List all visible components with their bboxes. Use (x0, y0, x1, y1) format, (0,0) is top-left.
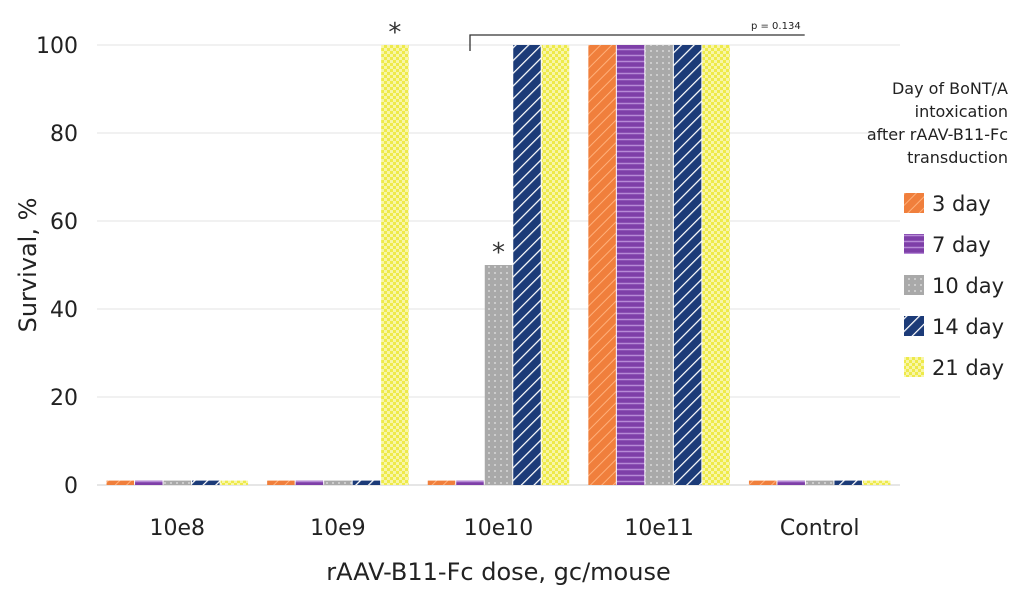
legend-swatch-3-day (904, 193, 924, 213)
axis-labels: 0 20 40 60 80 100 10e8 10e9 10e10 10e11 Control rAA… (14, 34, 859, 586)
legend: Day of BoNT/A intoxication after rAAV-B11-… (867, 79, 1008, 380)
bar-10e9-7-day (295, 480, 324, 485)
bar-10e8-7-day (135, 480, 163, 485)
bar-10e9-3-day (267, 480, 295, 485)
annotations: * * p = 0.134 (388, 18, 805, 268)
bar-10e11-21-day (702, 45, 730, 485)
bar-10e11-3-day (588, 45, 616, 485)
x-tick-label-10e11: 10e11 (624, 516, 694, 541)
legend-item-3-day: 3 day (904, 192, 991, 216)
bar-10e9-14-day (352, 480, 381, 485)
legend-label-7-day: 7 day (932, 233, 991, 257)
bar-10e9-10-day (324, 480, 352, 485)
y-tick-label: 40 (50, 298, 78, 323)
legend-label-14-day: 14 day (932, 315, 1004, 339)
x-tick-label-10e9: 10e9 (310, 516, 366, 541)
x-tick-label-10e8: 10e8 (150, 516, 206, 541)
legend-swatch-14-day (904, 316, 924, 336)
significance-star-10e10: * (492, 238, 505, 268)
legend-swatch-10-day (904, 275, 924, 295)
y-tick-label: 0 (64, 474, 78, 499)
y-tick-label: 80 (50, 122, 78, 147)
legend-item-14-day: 14 day (904, 315, 1004, 339)
bar-10e9-21-day (381, 45, 409, 485)
bar-10e8-14-day (192, 480, 220, 485)
bar-10e11-7-day (616, 45, 645, 485)
legend-label-10-day: 10 day (932, 274, 1004, 298)
legend-item-10-day: 10 day (904, 274, 1004, 298)
y-tick-label: 60 (50, 210, 78, 235)
legend-item-21-day: 21 day (904, 356, 1004, 380)
bars (106, 45, 891, 485)
legend-label-3-day: 3 day (932, 192, 991, 216)
p-value-label: p = 0.134 (751, 21, 801, 32)
legend-label-21-day: 21 day (932, 356, 1004, 380)
x-tick-label-control: Control (780, 516, 860, 541)
x-tick-label-10e10: 10e10 (464, 516, 534, 541)
bar-10e10-10-day (484, 265, 513, 485)
bar-10e10-14-day (513, 45, 541, 485)
y-tick-label: 20 (50, 386, 78, 411)
x-axis-title: rAAV-B11-Fc dose, gc/mouse (326, 558, 670, 586)
legend-swatch-7-day (904, 234, 924, 254)
bar-10e10-3-day (427, 480, 456, 485)
legend-swatch-21-day (904, 357, 924, 377)
bar-10e8-3-day (106, 480, 135, 485)
bar-control-21-day (862, 480, 891, 485)
bar-control-3-day (748, 480, 777, 485)
bar-10e10-21-day (541, 45, 570, 485)
significance-star-10e9: * (388, 18, 401, 48)
y-tick-label: 100 (36, 34, 78, 59)
bar-10e10-7-day (456, 480, 484, 485)
bar-10e11-14-day (673, 45, 702, 485)
bar-control-10-day (805, 480, 834, 485)
significance-bracket (469, 34, 805, 51)
y-axis-title: Survival, % (14, 198, 42, 333)
legend-item-7-day: 7 day (904, 233, 991, 257)
bar-10e11-10-day (645, 45, 673, 485)
bar-control-7-day (777, 480, 805, 485)
legend-title: Day of BoNT/A intoxication after rAAV-B11-… (867, 79, 1008, 167)
bar-10e8-21-day (220, 480, 249, 485)
bar-10e8-10-day (163, 480, 192, 485)
bar-control-14-day (834, 480, 862, 485)
